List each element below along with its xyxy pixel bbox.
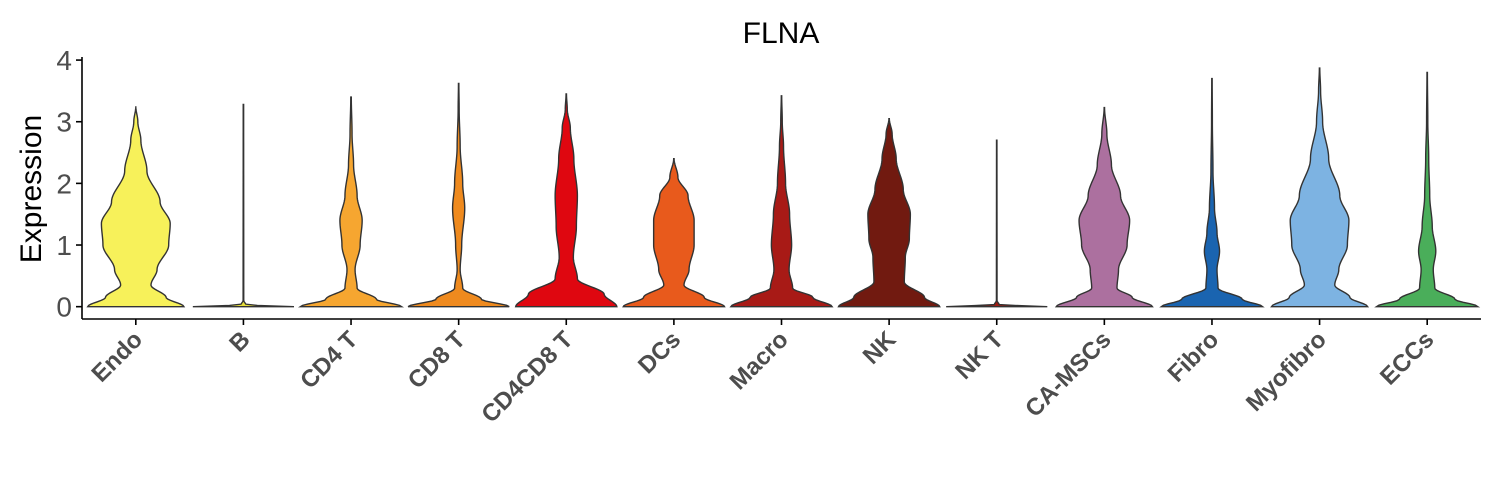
violin-eccs (1374, 71, 1481, 308)
x-tick-label: Macro (725, 326, 794, 395)
x-axis: Endo B CD4 T CD8 T CD4CD8 T DCs Macro NK NK T CA-… (82, 318, 1481, 428)
violin-macro (729, 95, 834, 308)
x-tick-label: ECCs (1375, 326, 1439, 390)
violin-endo (86, 106, 186, 308)
y-tick-label: 3 (56, 107, 72, 138)
y-tick-label: 0 (56, 292, 72, 323)
violin-nk (837, 117, 941, 308)
violin-dcs (622, 158, 726, 308)
x-tick-label: Endo (87, 326, 149, 388)
violin-nk-t (946, 139, 1048, 308)
violin-cd8-t (407, 82, 510, 308)
y-tick-label: 1 (56, 230, 72, 261)
violin-b (192, 103, 295, 308)
x-tick-label: CD4 T (295, 326, 363, 394)
violins-group (86, 67, 1481, 308)
y-tick-label: 4 (56, 45, 72, 76)
violin-myofibro (1270, 67, 1370, 308)
y-axis-label: Expression (15, 115, 48, 263)
x-tick-label: Fibro (1163, 326, 1225, 388)
x-tick-label: NK (858, 326, 902, 370)
x-tick-label: CA-MSCs (1020, 326, 1116, 422)
violin-cd4-t (298, 96, 405, 308)
x-tick-label: Myofibro (1241, 326, 1332, 417)
x-tick-label: DCs (633, 326, 686, 379)
violin-cd4cd8-t (514, 93, 618, 308)
violin-fibro (1159, 77, 1265, 308)
x-tick-label: NK T (950, 326, 1009, 385)
y-tick-label: 2 (56, 168, 72, 199)
violin-ca-mscs (1054, 106, 1154, 308)
x-tick-label: CD8 T (403, 326, 471, 394)
x-tick-label: B (224, 326, 255, 357)
y-axis: 0 1 2 3 4 (56, 45, 83, 323)
x-tick-label: CD4CD8 T (476, 326, 578, 428)
chart-title: FLNA (743, 17, 820, 50)
